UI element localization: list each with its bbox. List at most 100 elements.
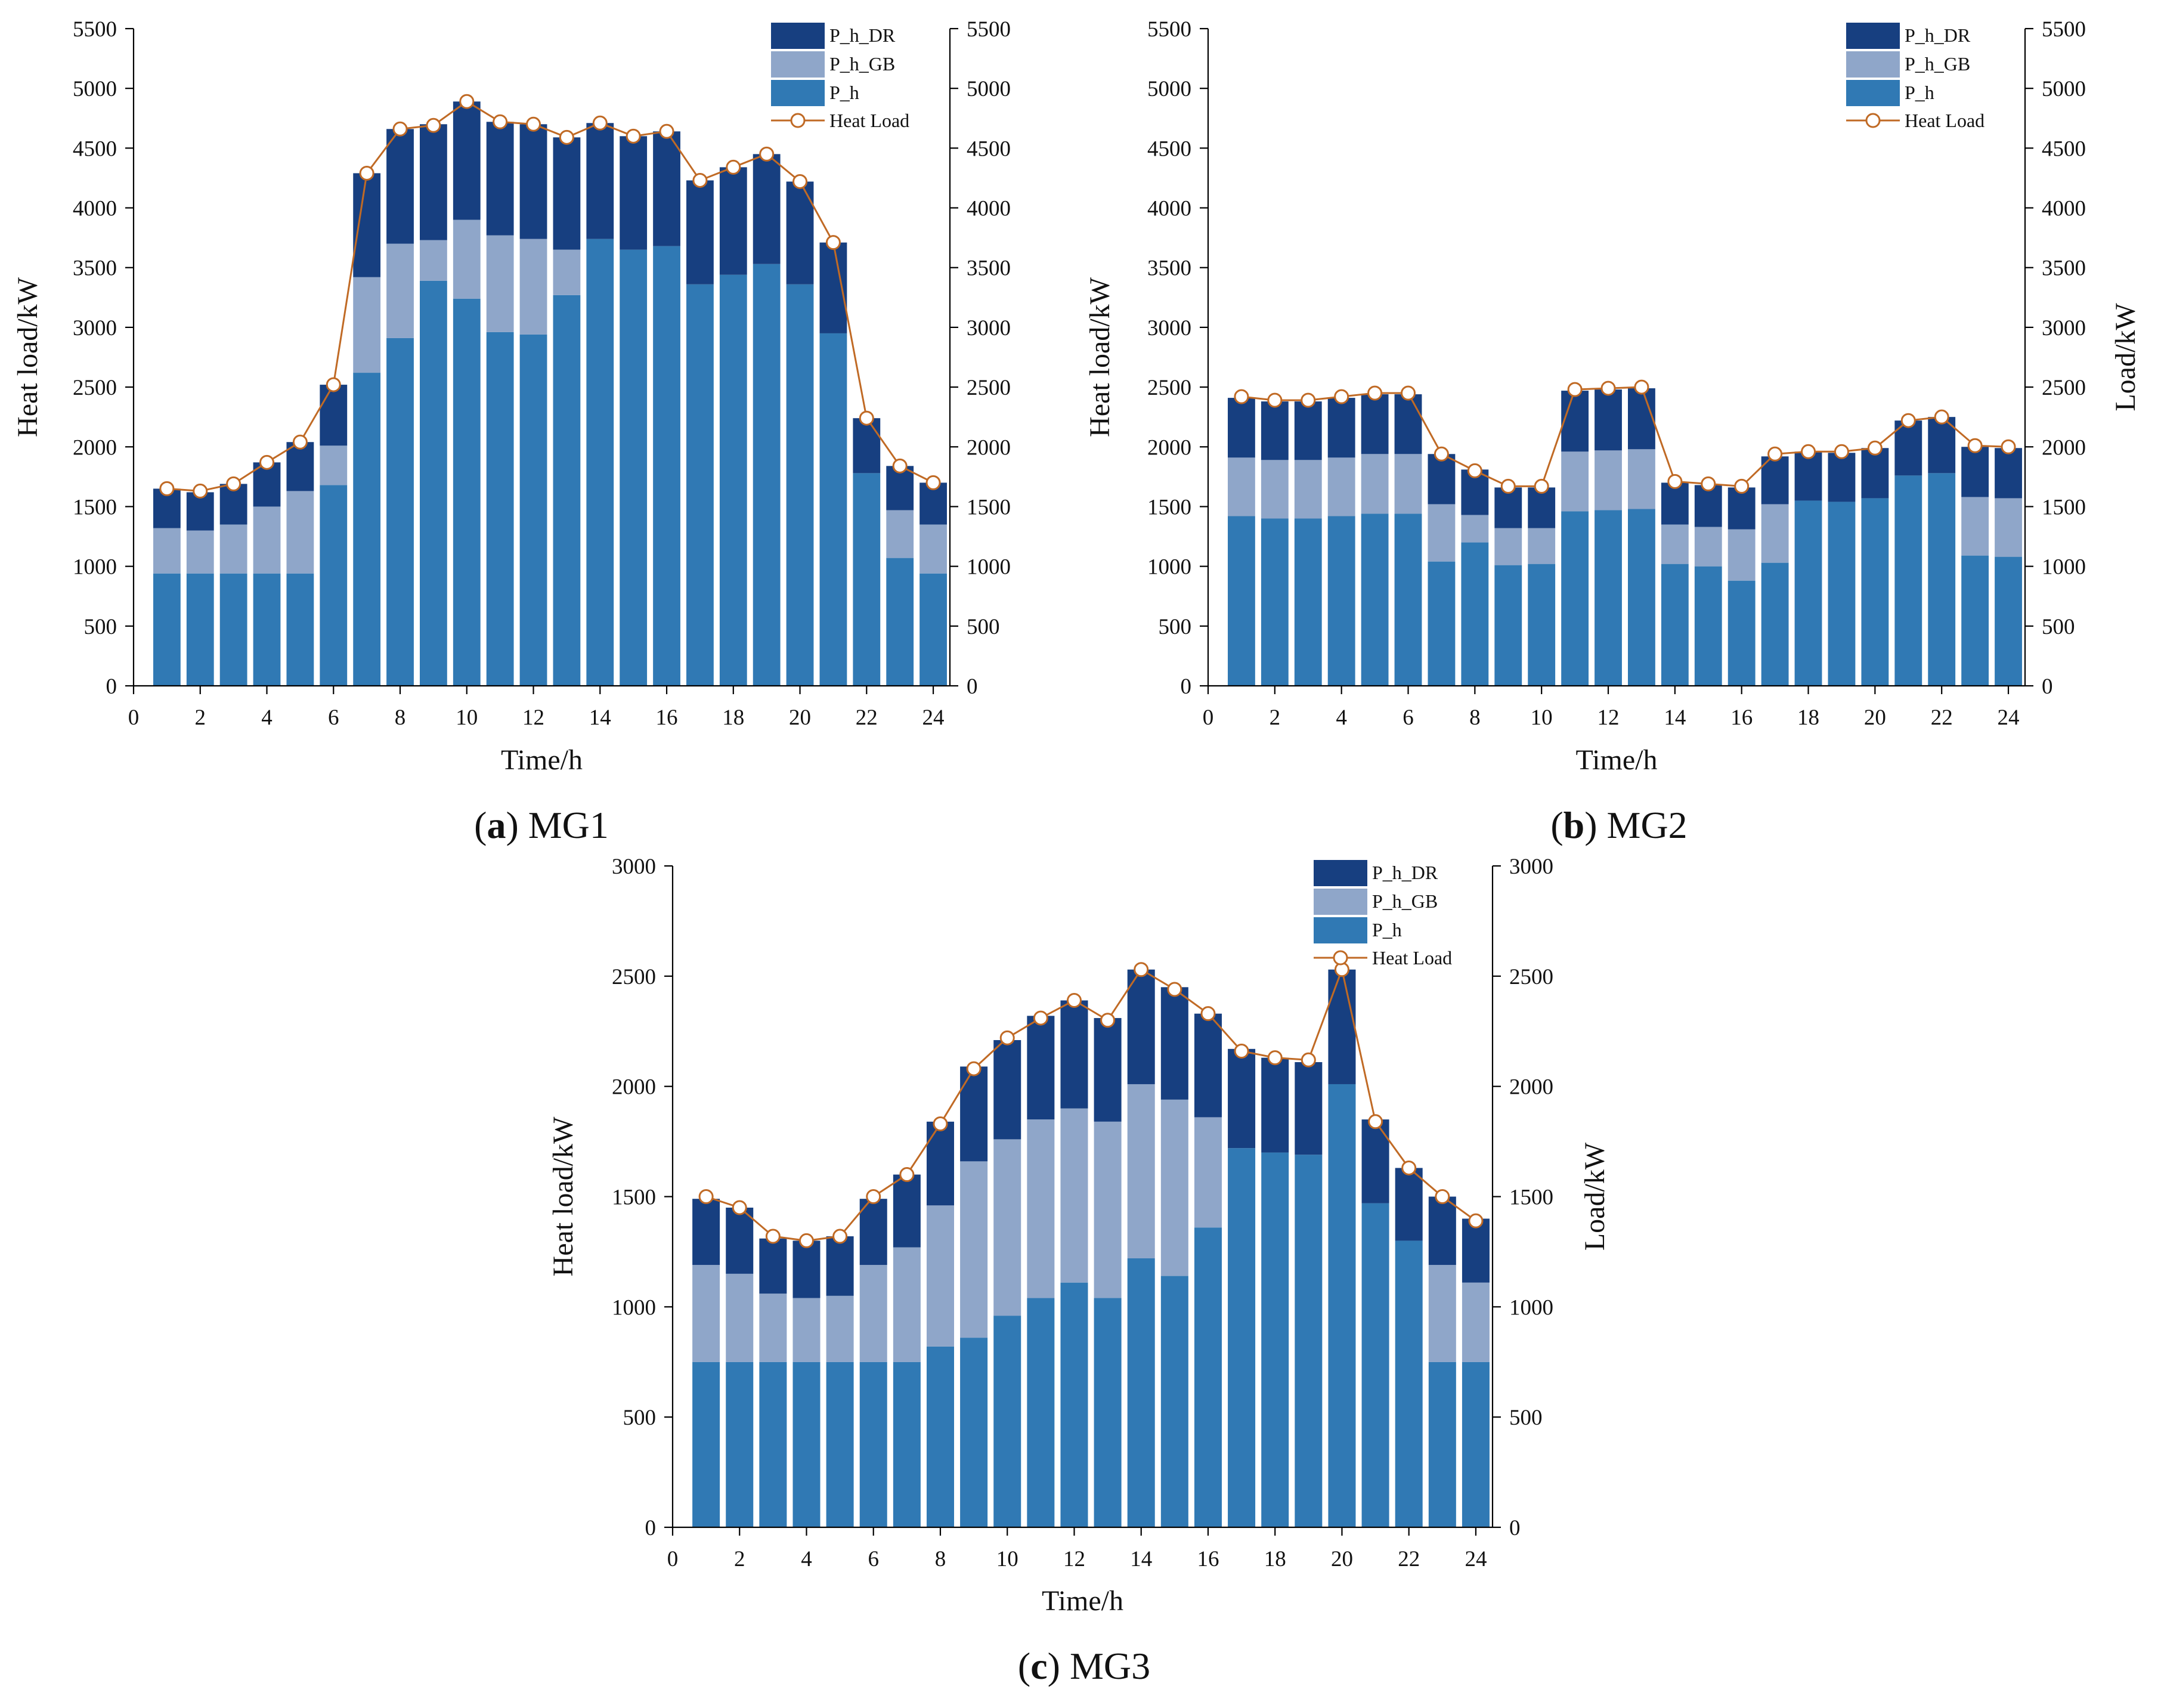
bar-p-h-h21	[1361, 1203, 1389, 1527]
x-tick-label: 8	[1469, 706, 1481, 730]
y-tick-label-right: 1500	[2042, 495, 2086, 519]
legend-marker-heat-load	[1333, 950, 1348, 966]
x-tick-label: 16	[1730, 706, 1753, 730]
heat-load-point-h18	[1267, 1050, 1283, 1066]
bar-p-h-gb-h12	[519, 239, 547, 335]
bar-p-h-gb-h4	[1327, 457, 1355, 516]
x-tick-label: 10	[996, 1547, 1018, 1571]
bar-p-h-gb-h10	[993, 1139, 1021, 1316]
x-tick-label: 6	[868, 1547, 879, 1571]
bar-p-h-dr-h7	[1428, 454, 1456, 505]
bar-p-h-gb-h24	[1995, 498, 2022, 557]
bar-p-h-dr-h9	[419, 124, 447, 240]
bar-p-h-dr-h13	[1628, 388, 1655, 450]
heat-load-point-h4	[798, 1233, 814, 1248]
bar-p-h-h3	[759, 1362, 787, 1527]
bar-p-h-gb-h5	[286, 491, 314, 574]
bar-p-h-dr-h8	[926, 1121, 954, 1206]
bar-p-h-gb-h2	[726, 1273, 754, 1362]
y-tick-label-right: 5000	[2042, 77, 2086, 101]
bar-p-h-dr-h22	[1928, 417, 1956, 474]
bar-p-h-h5	[1361, 513, 1389, 686]
heat-load-point-h4	[1334, 389, 1349, 404]
bar-p-h-h10	[1528, 564, 1556, 686]
bar-p-h-dr-h11	[1561, 391, 1589, 452]
legend-label: Heat Load	[1905, 110, 1984, 131]
x-axis-title: Time/h	[1576, 744, 1658, 776]
y-tick-label-left: 0	[1181, 674, 1192, 699]
heat-load-point-h3	[1301, 392, 1316, 408]
bar-p-h-gb-h9	[1494, 528, 1522, 565]
y-tick-label-left: 1500	[612, 1186, 656, 1210]
legend-swatch-p-h	[1314, 917, 1367, 943]
y-tick-label-right: 5500	[2042, 17, 2086, 42]
legend-swatch-p-h-dr	[1314, 860, 1367, 886]
x-tick-label: 10	[1531, 706, 1553, 730]
bar-p-h-dr-h16	[1727, 487, 1756, 530]
caption-letter: b	[1564, 804, 1585, 846]
bar-p-h-gb-h13	[1628, 449, 1655, 509]
bar-p-h-dr-h22	[1395, 1168, 1423, 1241]
bar-p-h-gb-h14	[1661, 524, 1689, 564]
y-tick-label-left: 2000	[612, 1075, 656, 1100]
bar-p-h-h10	[993, 1316, 1021, 1527]
bar-p-h-h20	[786, 284, 814, 686]
bar-p-h-h3	[1294, 518, 1322, 686]
y-tick-label-right: 5000	[967, 77, 1011, 101]
x-axis-title: Time/h	[501, 744, 583, 776]
y-tick-label-right: 1000	[2042, 555, 2086, 580]
bar-p-h-h9	[960, 1338, 988, 1527]
bar-p-h-gb-h10	[453, 219, 481, 299]
heat-load-point-h14	[592, 115, 608, 131]
y-tick-label-right: 0	[1509, 1516, 1521, 1540]
bar-p-h-gb-h15	[1694, 527, 1722, 567]
bar-p-h-h14	[1127, 1258, 1155, 1527]
legend-label: P_h	[829, 82, 859, 103]
bar-p-h-gb-h23	[1428, 1265, 1456, 1362]
heat-load-point-h8	[1467, 463, 1482, 478]
x-tick-label: 10	[456, 706, 478, 730]
legend-label: P_h_DR	[1905, 24, 1971, 46]
heat-load-point-h24	[925, 475, 941, 490]
bar-p-h-gb-h24	[919, 524, 947, 574]
x-tick-label: 0	[128, 706, 140, 730]
heat-load-point-h7	[899, 1167, 915, 1183]
bar-p-h-dr-h2	[1261, 401, 1289, 460]
bar-p-h-h11	[1561, 511, 1589, 686]
y-tick-label-left: 4500	[73, 137, 117, 161]
bar-p-h-dr-h1	[692, 1199, 720, 1265]
bar-p-h-h1	[692, 1362, 720, 1527]
heat-load-point-h10	[999, 1030, 1015, 1045]
x-tick-label: 24	[922, 706, 945, 730]
heat-load-point-h21	[1900, 413, 1916, 428]
bar-p-h-gb-h16	[1727, 529, 1756, 581]
bar-p-h-h18	[1794, 500, 1822, 686]
x-tick-label: 14	[589, 706, 611, 730]
y-tick-label-left: 500	[623, 1406, 657, 1430]
heat-load-point-h1	[1234, 389, 1249, 404]
bar-p-h-dr-h24	[1995, 448, 2022, 499]
panel-caption: (a) MG1	[474, 804, 609, 846]
y-tick-label-left: 3000	[73, 316, 117, 341]
bar-p-h-h13	[1628, 509, 1655, 686]
caption-letter: c	[1030, 1645, 1047, 1687]
bar-p-h-h16	[1194, 1227, 1222, 1527]
y-tick-label-left: 2000	[73, 435, 117, 460]
bar-p-h-h15	[1694, 566, 1722, 686]
bar-p-h-h12	[519, 334, 547, 686]
bar-p-h-h22	[1395, 1240, 1423, 1527]
y-tick-label-left: 4500	[1147, 137, 1191, 161]
y-tick-label-right: 2000	[967, 435, 1011, 460]
bar-p-h-h13	[1094, 1298, 1122, 1527]
y-tick-label-left: 3000	[1147, 316, 1191, 341]
x-tick-label: 20	[789, 706, 811, 730]
heat-load-point-h19	[1834, 444, 1849, 459]
y-tick-label-right: 0	[2042, 674, 2053, 699]
bar-p-h-dr-h20	[1861, 448, 1889, 499]
bar-p-h-gb-h6	[1394, 454, 1422, 514]
bar-p-h-h6	[859, 1362, 887, 1527]
y-tick-label-left: 4000	[73, 197, 117, 221]
bar-p-h-dr-h15	[620, 136, 648, 250]
bar-p-h-dr-h19	[753, 154, 781, 264]
